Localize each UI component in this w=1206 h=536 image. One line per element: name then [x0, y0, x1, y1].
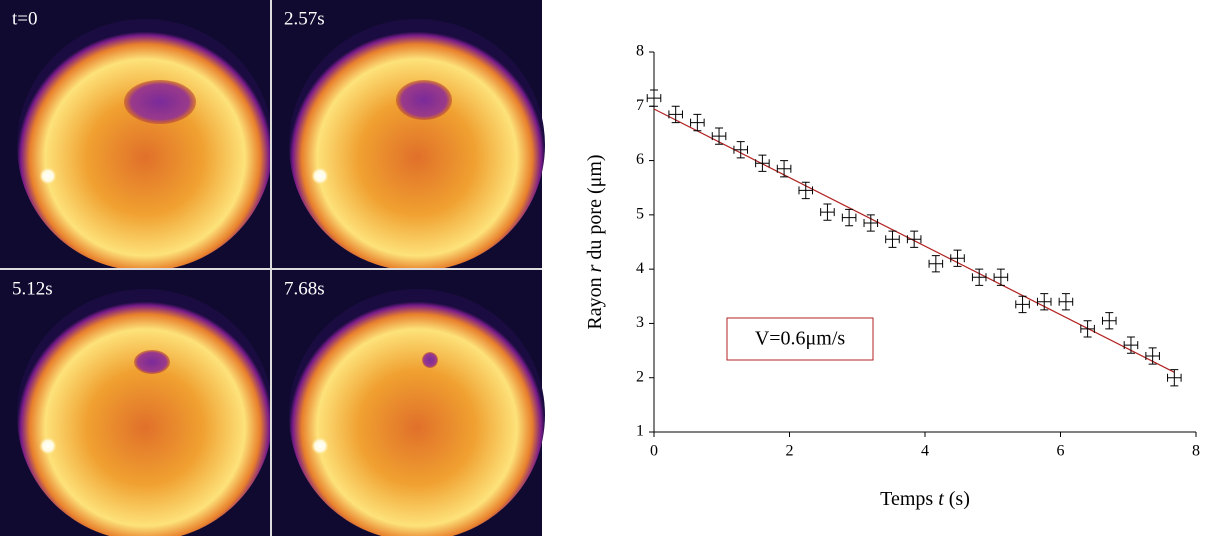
x-error-bar — [1102, 316, 1117, 325]
x-error-bar — [971, 273, 987, 282]
x-error-bar — [1080, 324, 1095, 333]
y-tick-label: 3 — [636, 314, 644, 331]
micrograph: 2.57s — [272, 0, 545, 271]
x-axis-label-part: t — [938, 488, 944, 510]
vesicle — [17, 19, 273, 271]
x-error-bar — [993, 273, 1009, 282]
bright-spot — [39, 437, 57, 455]
bright-spot — [311, 167, 329, 185]
x-tick-label: 0 — [650, 443, 658, 460]
pore — [124, 80, 196, 124]
x-error-bar — [950, 254, 965, 263]
x-error-bar — [755, 159, 770, 168]
panel-label: t=0 — [12, 8, 38, 29]
y-tick-label: 4 — [636, 260, 644, 277]
annotation-box — [726, 317, 874, 361]
y-tick-label: 1 — [636, 423, 644, 440]
x-error-bar — [1015, 300, 1030, 309]
y-axis-label-part: du pore (μm) — [584, 154, 606, 264]
y-axis-label-part: r — [584, 264, 606, 272]
x-error-bar — [776, 164, 792, 173]
x-error-bar — [863, 219, 879, 227]
y-tick-label: 7 — [636, 97, 644, 114]
x-error-bar — [1036, 297, 1052, 306]
vesicle — [17, 289, 273, 536]
annotation: V=0.6μm/s — [755, 328, 846, 350]
pore — [422, 352, 438, 368]
panel-label: 2.57s — [284, 8, 325, 29]
vesicle — [289, 19, 545, 271]
micrograph: t=0 — [0, 0, 273, 271]
y-tick-label: 2 — [636, 368, 644, 385]
bright-spot — [39, 167, 57, 185]
panel-label: 5.12s — [12, 278, 53, 299]
bright-spot — [311, 437, 329, 455]
micrograph: 7.68s — [272, 270, 545, 536]
x-error-bar — [646, 94, 662, 103]
y-tick-label: 5 — [636, 206, 644, 223]
y-axis-label: Rayon r du pore (μm) — [584, 154, 606, 329]
x-tick-label: 6 — [1057, 443, 1065, 460]
vesicle — [289, 289, 545, 536]
x-error-bar — [841, 213, 857, 222]
x-error-bar — [928, 259, 944, 268]
panel-label: 7.68s — [284, 278, 325, 299]
x-error-bar — [690, 118, 705, 127]
x-error-bar — [711, 132, 727, 141]
x-error-bar — [798, 186, 814, 195]
x-error-bar — [1167, 373, 1182, 382]
chart: 1 2 3 4 5 6 7 8 0 2 4 6 8 V=0.6μm/s Temps t (s) Rayon r… — [584, 43, 1200, 510]
x-error-bar — [820, 208, 835, 217]
x-axis-label-part: (s) — [944, 488, 970, 510]
x-error-bar — [885, 235, 900, 244]
y-tick-label: 8 — [636, 43, 644, 60]
x-tick-label: 2 — [786, 443, 794, 460]
pore — [134, 350, 170, 374]
x-error-bar — [1145, 352, 1160, 360]
x-error-bar — [733, 145, 748, 154]
x-axis-label-part: Temps — [880, 488, 938, 510]
x-axis-label: Temps t (s) — [880, 488, 970, 510]
x-tick-label: 8 — [1192, 443, 1200, 460]
x-error-bar — [906, 235, 922, 244]
micrograph: 5.12s — [0, 270, 273, 536]
x-tick-label: 4 — [921, 443, 929, 460]
pore — [396, 80, 452, 120]
y-tick-label: 6 — [636, 151, 644, 168]
x-error-bar — [1058, 297, 1074, 306]
x-error-bar — [668, 110, 683, 119]
image-grid: t=0 2.57s 5.12s 7.68s — [0, 0, 545, 536]
x-error-bar — [1123, 341, 1139, 350]
y-axis-label-part: Rayon — [584, 272, 606, 329]
